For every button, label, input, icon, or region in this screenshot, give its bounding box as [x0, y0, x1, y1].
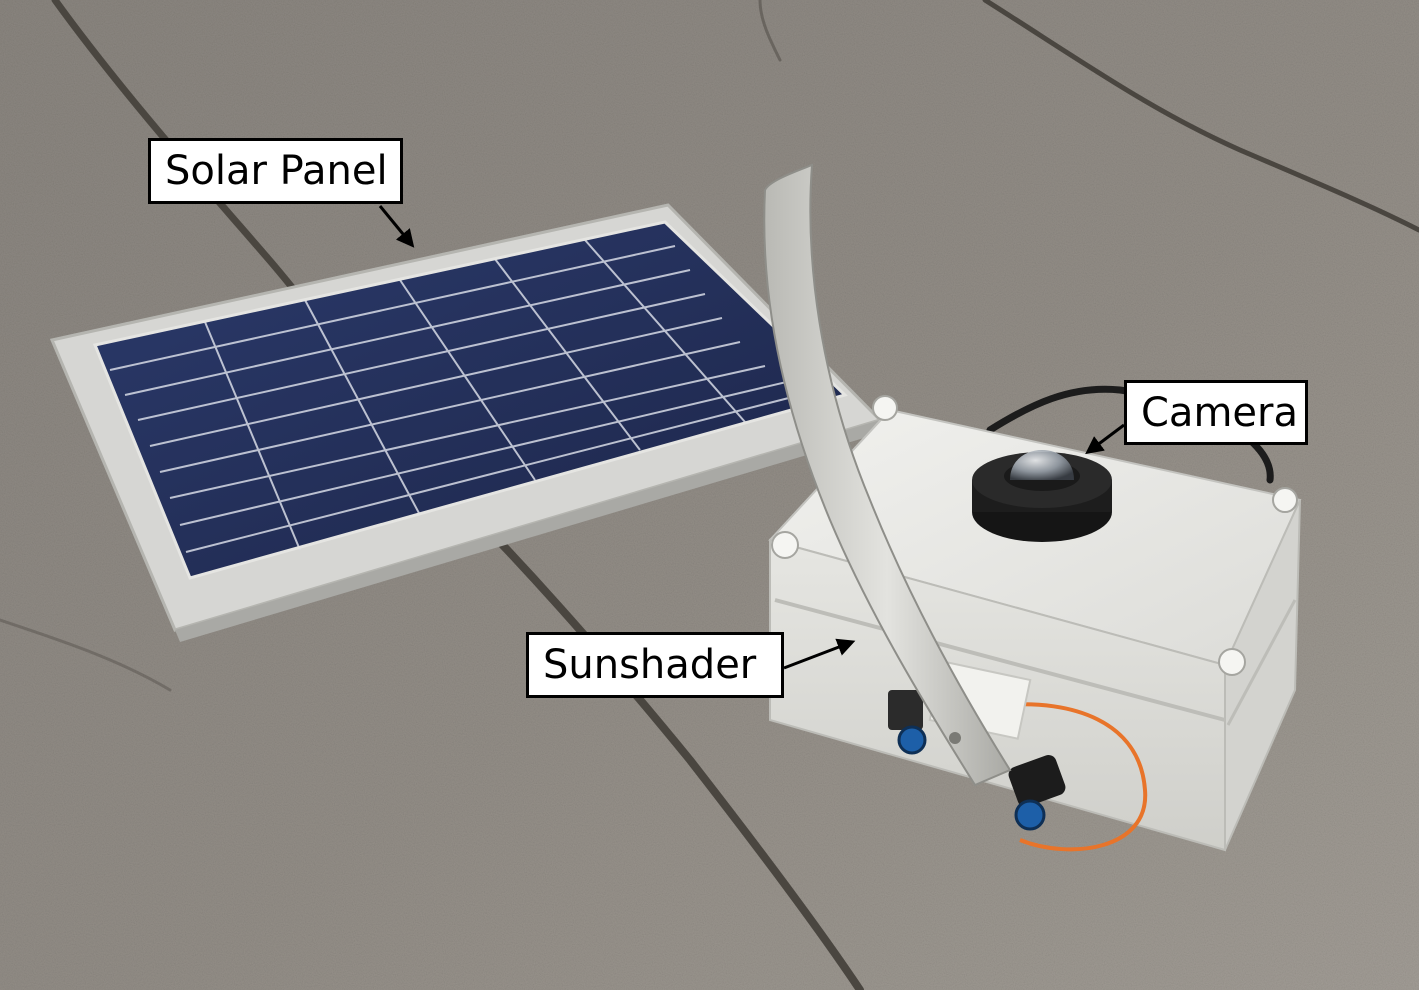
camera-arrow: [1085, 423, 1125, 455]
enclosure-screws: [771, 395, 1298, 676]
sunshader-pivot: [949, 732, 961, 744]
solar-panel: [49, 203, 884, 642]
solar-panel-label: Solar Panel: [148, 138, 403, 204]
camera-dome: [972, 450, 1112, 542]
sunshader-arrow: [783, 638, 856, 670]
solar-cell-grid: [109, 239, 821, 553]
solar-panel-arrow: [378, 205, 415, 248]
sunshader-label: Sunshader: [526, 632, 784, 698]
sunshader-arc: [763, 163, 1012, 787]
callout-arrows: [378, 205, 1125, 670]
camera-label: Camera: [1124, 380, 1308, 445]
